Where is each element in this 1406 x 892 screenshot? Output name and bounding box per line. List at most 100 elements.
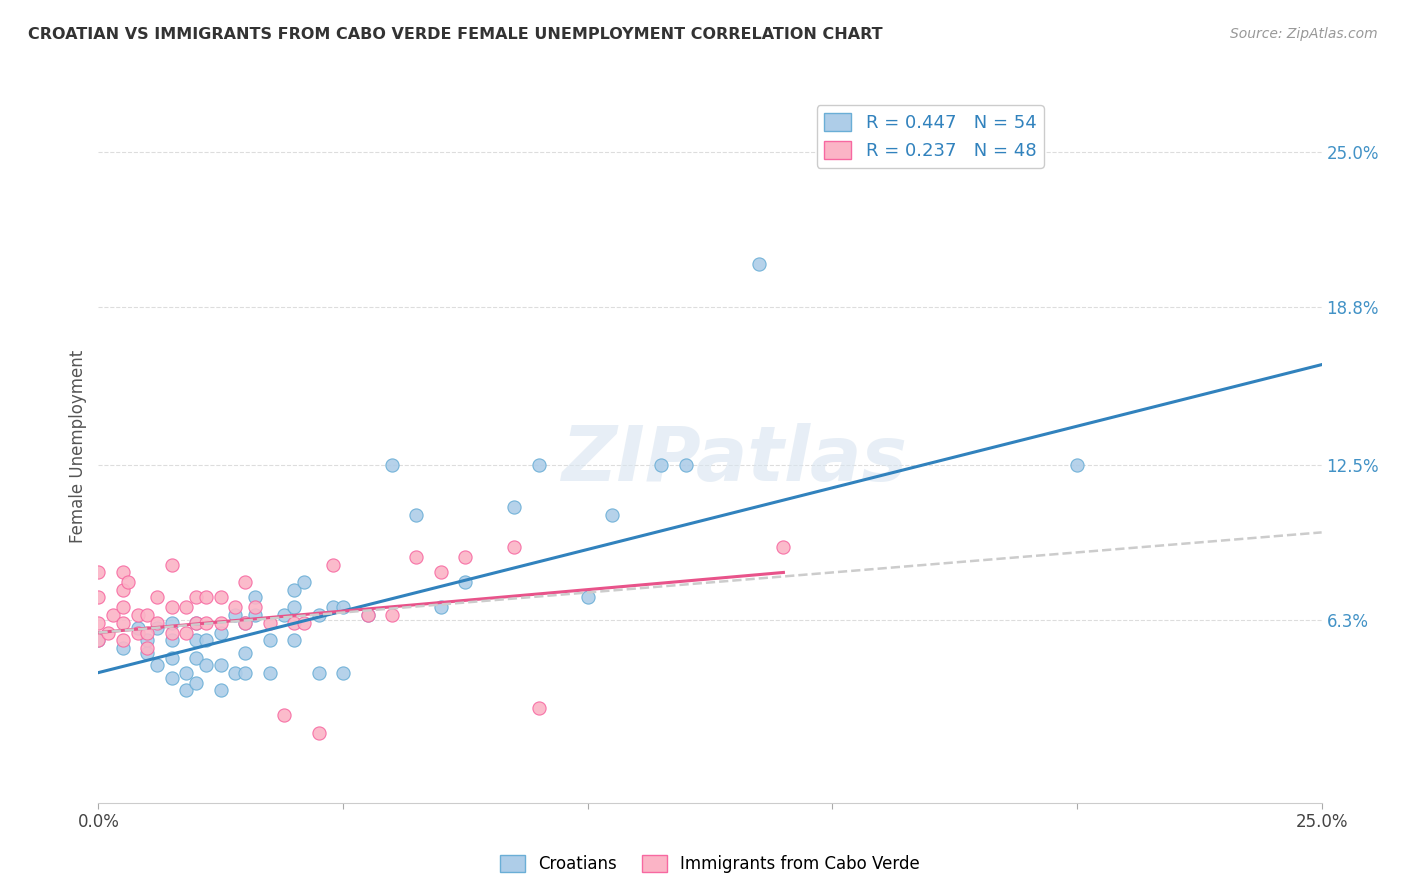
Point <box>381 458 404 472</box>
Point <box>127 625 149 640</box>
Point <box>259 615 281 630</box>
Point <box>111 582 134 597</box>
Text: CROATIAN VS IMMIGRANTS FROM CABO VERDE FEMALE UNEMPLOYMENT CORRELATION CHART: CROATIAN VS IMMIGRANTS FROM CABO VERDE F… <box>28 27 883 42</box>
Point <box>527 700 550 714</box>
Point <box>186 615 208 630</box>
Point <box>195 591 218 605</box>
Point <box>503 541 526 555</box>
Point <box>176 683 198 698</box>
Point <box>748 257 770 271</box>
Point <box>209 658 232 673</box>
Point <box>186 675 208 690</box>
Point <box>243 591 266 605</box>
Point <box>273 708 295 723</box>
Point <box>127 607 149 622</box>
Point <box>111 615 134 630</box>
Point <box>160 650 183 665</box>
Point <box>430 600 453 615</box>
Point <box>160 600 183 615</box>
Point <box>146 615 169 630</box>
Point <box>503 500 526 515</box>
Point <box>111 633 134 648</box>
Point <box>186 633 208 648</box>
Point <box>650 458 672 472</box>
Point <box>160 671 183 685</box>
Point <box>322 600 344 615</box>
Point <box>322 558 344 572</box>
Point <box>283 582 305 597</box>
Point <box>136 607 159 622</box>
Point <box>146 658 169 673</box>
Point <box>356 607 378 622</box>
Point <box>136 640 159 655</box>
Point <box>259 665 281 680</box>
Point <box>273 607 295 622</box>
Point <box>111 600 134 615</box>
Text: ZIPatlas: ZIPatlas <box>561 424 907 497</box>
Point <box>87 615 110 630</box>
Y-axis label: Female Unemployment: Female Unemployment <box>69 350 87 542</box>
Point <box>186 591 208 605</box>
Text: Source: ZipAtlas.com: Source: ZipAtlas.com <box>1230 27 1378 41</box>
Point <box>176 665 198 680</box>
Point <box>356 607 378 622</box>
Point <box>117 575 139 590</box>
Point <box>176 625 198 640</box>
Point <box>233 615 256 630</box>
Point <box>243 607 266 622</box>
Point <box>209 683 232 698</box>
Point <box>224 600 246 615</box>
Point <box>233 646 256 660</box>
Point <box>160 615 183 630</box>
Point <box>243 600 266 615</box>
Legend: R = 0.447   N = 54, R = 0.237   N = 48: R = 0.447 N = 54, R = 0.237 N = 48 <box>817 105 1043 168</box>
Point <box>160 625 183 640</box>
Point <box>209 615 232 630</box>
Point <box>233 575 256 590</box>
Point <box>675 458 697 472</box>
Point <box>576 591 599 605</box>
Point <box>127 621 149 635</box>
Point <box>283 600 305 615</box>
Point <box>146 591 169 605</box>
Point <box>283 615 305 630</box>
Point <box>87 633 110 648</box>
Point <box>308 607 330 622</box>
Point <box>136 633 159 648</box>
Point <box>454 550 477 565</box>
Point <box>405 550 427 565</box>
Point <box>430 566 453 580</box>
Point <box>454 575 477 590</box>
Point <box>332 600 354 615</box>
Point <box>1066 458 1088 472</box>
Point <box>195 633 218 648</box>
Point <box>186 650 208 665</box>
Point <box>233 615 256 630</box>
Point <box>136 646 159 660</box>
Point <box>224 607 246 622</box>
Point <box>405 508 427 522</box>
Point <box>195 658 218 673</box>
Point <box>176 600 198 615</box>
Point <box>381 607 404 622</box>
Point <box>527 458 550 472</box>
Point <box>283 633 305 648</box>
Point <box>101 607 124 622</box>
Point <box>111 566 134 580</box>
Point <box>160 558 183 572</box>
Point <box>87 633 110 648</box>
Point <box>186 615 208 630</box>
Point <box>195 615 218 630</box>
Point <box>209 591 232 605</box>
Point <box>87 591 110 605</box>
Point <box>259 633 281 648</box>
Point <box>292 615 315 630</box>
Point <box>97 625 120 640</box>
Point <box>87 566 110 580</box>
Point <box>111 640 134 655</box>
Point <box>146 621 169 635</box>
Point <box>332 665 354 680</box>
Point <box>308 665 330 680</box>
Point <box>160 633 183 648</box>
Point <box>772 541 794 555</box>
